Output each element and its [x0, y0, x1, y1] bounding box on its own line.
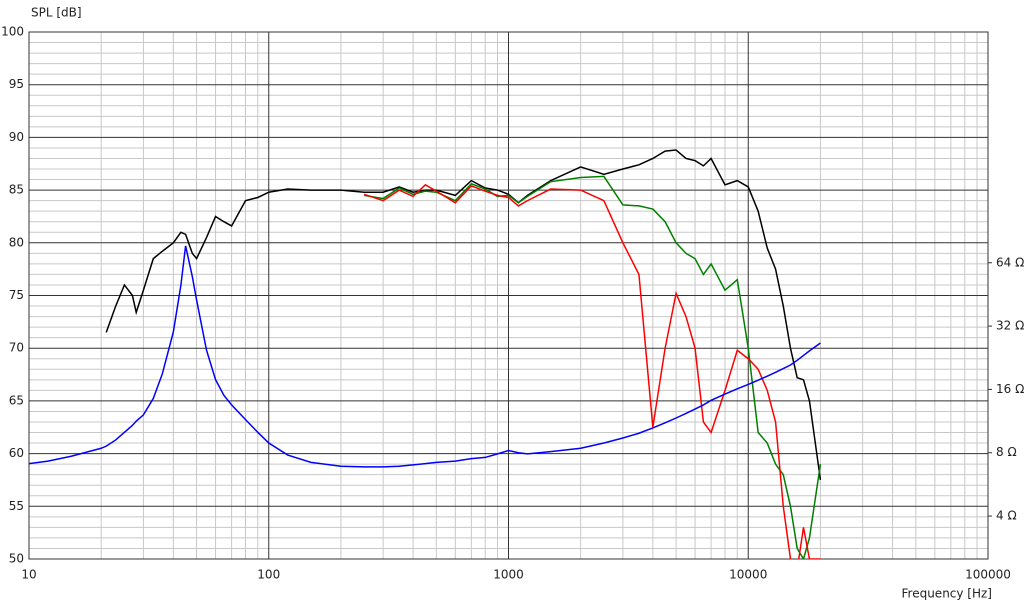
x-tick-label: 100 [257, 568, 280, 582]
y-tick-label: 80 [9, 235, 24, 249]
y-tick-label: 60 [9, 446, 24, 460]
y-tick-label: 65 [9, 393, 24, 407]
x-axis-label: Frequency [Hz] [902, 587, 993, 601]
y-tick-label: 50 [9, 552, 24, 566]
y-tick-label: 85 [9, 183, 24, 197]
y2-tick-label: 64 Ω [996, 255, 1024, 269]
x-tick-label: 100000 [965, 568, 1011, 582]
series-line [105, 149, 822, 481]
y-tick-label: 90 [9, 130, 24, 144]
plot-frame [28, 31, 989, 560]
y-axis-label: SPL [dB] [31, 6, 82, 20]
series-line [364, 175, 822, 559]
x-tick-label: 1000 [493, 568, 524, 582]
y2-tick-label: 32 Ω [996, 319, 1024, 333]
y2-tick-label: 8 Ω [996, 445, 1017, 459]
y2-tick-label: 16 Ω [996, 382, 1024, 396]
x-tick-label: 10000 [729, 568, 767, 582]
y-tick-label: 95 [9, 77, 24, 91]
y-tick-label: 70 [9, 341, 24, 355]
y-tick-label: 55 [9, 499, 24, 513]
y-tick-label: 100 [1, 25, 24, 39]
y2-tick-label: 4 Ω [996, 509, 1017, 523]
x-tick-label: 10 [21, 568, 36, 582]
y-tick-label: 75 [9, 288, 24, 302]
series-line [29, 245, 821, 468]
